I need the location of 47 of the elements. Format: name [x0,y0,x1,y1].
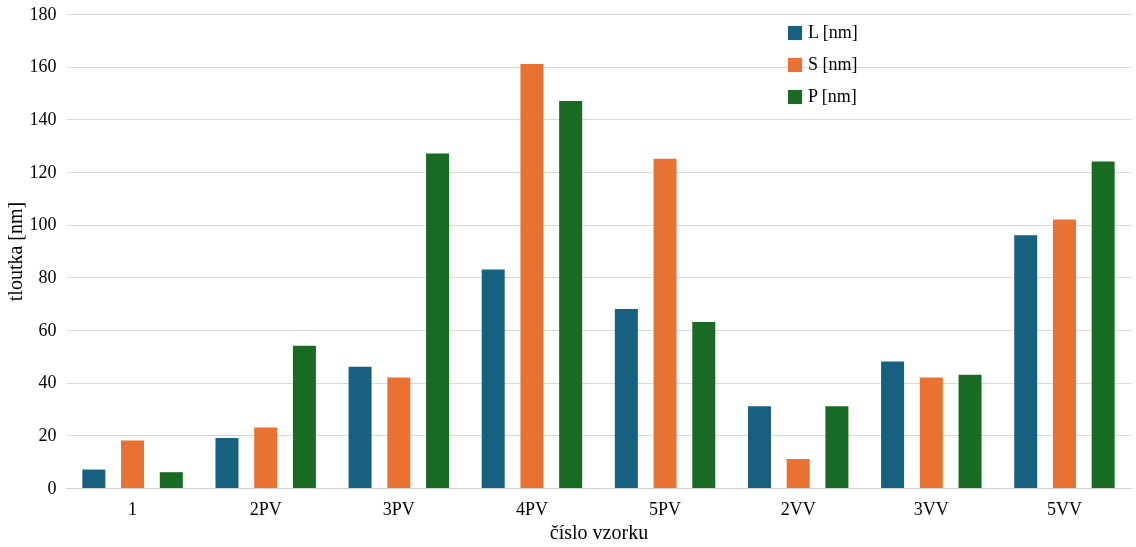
bar [426,153,450,488]
bar [387,377,411,488]
bar [559,100,583,488]
y-tick-label: 20 [38,424,57,445]
bar [692,322,716,488]
bar [881,361,905,488]
y-tick-label: 80 [38,266,57,287]
bar [82,469,106,488]
bar [747,406,771,488]
bar [121,440,145,488]
bar [1052,219,1076,488]
bar [520,64,544,488]
bar [348,366,372,488]
x-tick-label: 3PV [382,498,415,519]
bar [254,427,278,488]
x-tick-label: 3VV [913,498,949,519]
bar [958,374,982,488]
bar [215,437,239,488]
bar [159,472,183,488]
bar [292,345,316,488]
y-tick-label: 0 [47,477,57,498]
bar [653,158,677,488]
x-axis-title: číslo vzorku [549,520,649,543]
legend-label: L [nm] [808,22,858,42]
bar [825,406,849,488]
y-axis-title: tloutka [nm] [3,201,26,302]
bar [786,459,810,488]
x-tick-label: 1 [128,498,138,519]
bar [614,308,638,488]
x-tick-label: 2VV [780,498,816,519]
y-tick-label: 120 [29,161,57,182]
y-tick-label: 60 [38,319,57,340]
legend-label: S [nm] [808,54,858,74]
y-tick-label: 40 [38,372,57,393]
x-tick-label: 4PV [515,498,548,519]
x-tick-label: 2PV [249,498,282,519]
bar [1091,161,1115,488]
y-tick-label: 180 [29,3,57,24]
bar [1014,235,1038,488]
legend-label: P [nm] [808,86,857,106]
bar [919,377,943,488]
y-tick-label: 100 [29,214,57,235]
bar [481,269,505,488]
x-tick-label: 5PV [649,498,682,519]
y-tick-label: 140 [29,108,57,129]
y-tick-label: 160 [29,56,57,77]
x-tick-label: 5VV [1046,498,1082,519]
